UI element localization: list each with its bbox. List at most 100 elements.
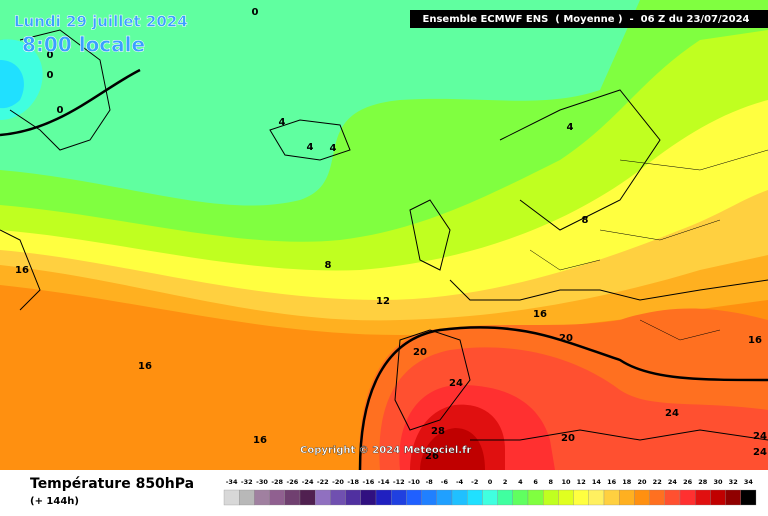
- contour-label: 4: [330, 143, 337, 154]
- footer-title: Température 850hPa: [30, 476, 194, 492]
- contour-label: 0: [57, 105, 64, 116]
- legend-swatch: [482, 489, 498, 506]
- legend-tick-label: -6: [441, 478, 449, 486]
- time: 8:00 locale: [22, 33, 145, 57]
- legend-swatch: [421, 489, 437, 506]
- contour-label: 4: [279, 117, 286, 128]
- legend-tick-label: 20: [637, 478, 647, 486]
- legend-swatch: [740, 489, 757, 506]
- contour-label: 16: [138, 361, 152, 372]
- legend-swatch: [284, 489, 301, 506]
- legend-swatch: [223, 489, 240, 506]
- contour-label: 4: [567, 122, 574, 133]
- legend-swatch: [512, 489, 529, 506]
- legend-tick-label: 0: [488, 478, 493, 486]
- legend-swatch: [406, 489, 422, 506]
- legend-tick-label: -34: [226, 478, 238, 486]
- legend-tick-label: -4: [456, 478, 464, 486]
- legend-swatch: [710, 489, 726, 506]
- contour-label: 24: [665, 408, 679, 419]
- legend-swatch: [436, 489, 453, 506]
- legend-tick-label: 30: [713, 478, 723, 486]
- legend-tick-label: 28: [698, 478, 708, 486]
- contour-label: 20: [561, 433, 575, 444]
- contour-label: 8: [325, 260, 332, 271]
- legend-swatch: [299, 489, 316, 506]
- legend-swatch: [269, 489, 285, 506]
- legend-tick-label: 6: [533, 478, 538, 486]
- legend-tick-label: -18: [347, 478, 359, 486]
- contour-label: 0: [252, 7, 259, 18]
- contour-label: 16: [533, 309, 547, 320]
- contour-label: 24: [753, 431, 767, 442]
- contour-label: 16: [748, 335, 762, 346]
- legend-swatch: [239, 489, 255, 506]
- legend-tick-label: 16: [607, 478, 617, 486]
- legend-swatch: [345, 489, 361, 506]
- legend-tick-label: 14: [592, 478, 602, 486]
- legend-swatch: [360, 489, 377, 506]
- legend-tick-label: 4: [518, 478, 523, 486]
- legend-tick-label: 34: [744, 478, 754, 486]
- legend-tick-label: -16: [363, 478, 375, 486]
- header-box: [410, 10, 768, 28]
- legend-tick-label: -12: [393, 478, 405, 486]
- contour-label: 24: [753, 447, 767, 458]
- contour-label: 26: [425, 451, 439, 462]
- thick-contours: [0, 68, 768, 471]
- legend-swatch: [527, 489, 544, 506]
- legend-tick-label: -20: [332, 478, 344, 486]
- legend-swatch: [543, 489, 559, 506]
- legend-tick-label: -8: [426, 478, 434, 486]
- contour-label: 8: [582, 215, 589, 226]
- legend-swatch: [451, 489, 468, 506]
- legend-tick-label: -32: [241, 478, 253, 486]
- legend-tick-label: 10: [561, 478, 571, 486]
- legend-tick-label: -22: [317, 478, 329, 486]
- contour-label: 24: [449, 378, 463, 389]
- legend-swatch: [634, 489, 650, 506]
- contour-label: 16: [253, 435, 267, 446]
- legend-tick-label: 2: [503, 478, 508, 486]
- contour-labels: 0 0 0 0 4 4 4 4 8 8 12 16 16 16 16 16 20 20 20 24 24 24 24 28 26: [15, 7, 767, 462]
- legend-swatch: [497, 489, 513, 506]
- legend-tick-label: -28: [271, 478, 283, 486]
- legend-swatch: [558, 489, 574, 506]
- legend-swatch: [573, 489, 589, 506]
- borders: [529, 149, 768, 341]
- legend-tick-label: -26: [287, 478, 299, 486]
- contour-label: 12: [376, 296, 390, 307]
- legend-tick-label: 32: [729, 478, 738, 486]
- legend-swatch: [679, 489, 696, 506]
- temperature-field: [0, 0, 768, 470]
- legend-swatch: [619, 489, 635, 506]
- legend-swatch: [664, 489, 681, 506]
- legend-tick-label: 22: [653, 478, 662, 486]
- contour-label: 0: [47, 50, 54, 61]
- legend-tick-label: -24: [302, 478, 314, 486]
- legend-swatch: [649, 489, 665, 506]
- legend-swatch: [330, 489, 346, 506]
- legend-swatch: [695, 489, 711, 506]
- contour-label: 20: [559, 333, 573, 344]
- legend-swatch: [603, 489, 620, 506]
- legend-swatch: [467, 489, 483, 506]
- legend-tick-label: -10: [408, 478, 420, 486]
- legend-tick-label: 24: [668, 478, 678, 486]
- legend-tick-label: -2: [471, 478, 478, 486]
- legend-swatch: [315, 489, 331, 506]
- contour-label: 0: [47, 70, 54, 81]
- legend-tick-label: 18: [622, 478, 632, 486]
- legend-tick-label: 26: [683, 478, 693, 486]
- legend-tick-label: 8: [549, 478, 554, 486]
- legend-swatch: [725, 489, 741, 506]
- contour-label: 20: [413, 347, 427, 358]
- footer-subtitle: (+ 144h): [30, 496, 79, 507]
- legend-swatch: [254, 489, 270, 506]
- header: Ensemble ECMWF ENS ( Moyenne ) - 06 Z du…: [423, 14, 750, 25]
- contour-label: 4: [307, 142, 314, 153]
- contour-label: 28: [431, 426, 445, 437]
- legend-tick-label: -14: [378, 478, 390, 486]
